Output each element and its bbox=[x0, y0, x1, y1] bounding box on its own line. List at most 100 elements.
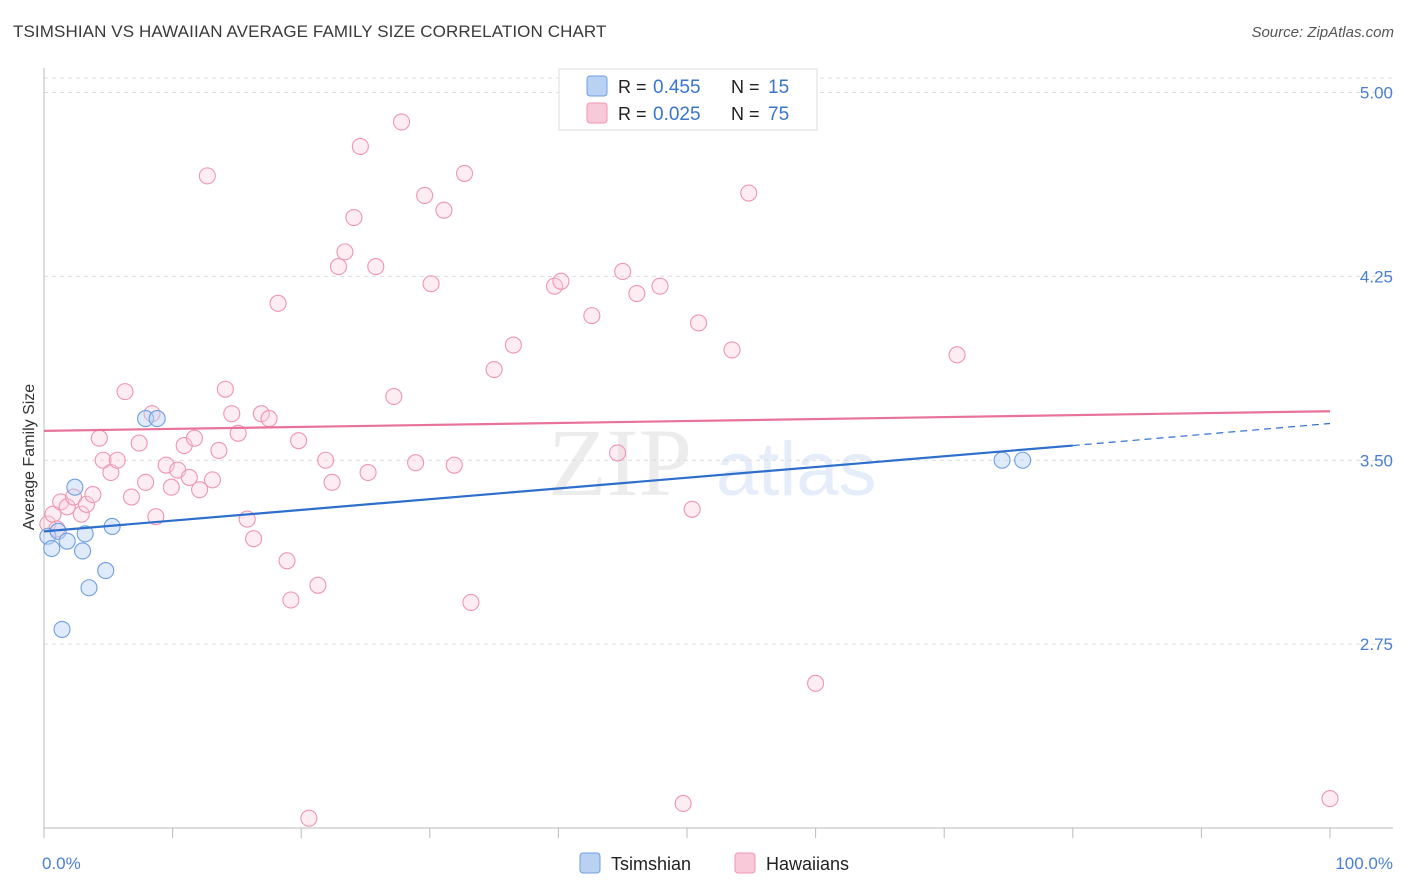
hawaiian-point-27 bbox=[203, 471, 222, 489]
hawaiian-point-59 bbox=[485, 360, 503, 379]
hawaiian-point-58 bbox=[462, 593, 480, 612]
hawaiian-point-29 bbox=[216, 380, 234, 398]
y-tick-label-0: 2.75 bbox=[1360, 635, 1393, 654]
hawaiian-point-69 bbox=[683, 500, 701, 518]
hawaiian-point-20 bbox=[162, 478, 180, 496]
hawaiian-point-28 bbox=[210, 441, 228, 460]
tsimshian-point-3 bbox=[53, 620, 71, 638]
hawaiian-point-25 bbox=[191, 481, 209, 499]
hawaiian-point-68 bbox=[674, 794, 692, 813]
hawaiian-point-24 bbox=[185, 429, 204, 447]
hawaiian-point-45 bbox=[336, 243, 354, 261]
tsimshian-point-11 bbox=[137, 410, 155, 428]
hawaiian-point-35 bbox=[260, 410, 278, 428]
hawaiian-point-60 bbox=[504, 336, 522, 354]
hawaiian-point-50 bbox=[385, 387, 403, 406]
tsimshian-point-4 bbox=[58, 532, 76, 550]
tsimshian-trend-extension bbox=[1072, 422, 1331, 447]
y-tick-labels: 2.75 3.50 4.25 5.00 bbox=[1360, 84, 1393, 655]
hawaiian-point-33 bbox=[245, 530, 263, 548]
hawaiian-point-23 bbox=[180, 468, 198, 486]
hawaiian-point-46 bbox=[345, 208, 363, 227]
x-tick-label-max: 100.0% bbox=[1335, 854, 1393, 873]
hawaiian-trend-line bbox=[43, 410, 1331, 432]
bottom-legend: Tsimshian Hawaiians bbox=[579, 852, 849, 874]
x-axis-ticks bbox=[43, 828, 1331, 838]
legend-r-value-2: 0.025 bbox=[653, 104, 701, 125]
hawaiian-point-10 bbox=[94, 451, 112, 469]
hawaiian-point-49 bbox=[367, 258, 385, 276]
hawaiian-point-13 bbox=[116, 383, 134, 401]
legend-swatch-hawaiian bbox=[586, 102, 608, 124]
hawaiian-point-67 bbox=[651, 277, 669, 295]
legend-n-value-1: 15 bbox=[768, 77, 789, 98]
tsimshian-point-9 bbox=[97, 562, 115, 580]
hawaiian-point-65 bbox=[614, 262, 632, 281]
hawaiian-point-44 bbox=[329, 258, 348, 276]
hawaiian-point-41 bbox=[309, 576, 327, 594]
legend-n-label-1: N = bbox=[731, 77, 760, 97]
hawaiian-point-37 bbox=[278, 552, 296, 570]
hawaiian-point-43 bbox=[323, 473, 341, 491]
hawaiian-point-16 bbox=[137, 473, 155, 491]
tsimshian-point-7 bbox=[76, 525, 94, 543]
hawaiian-point-15 bbox=[130, 434, 148, 452]
tsimshian-point-8 bbox=[80, 579, 98, 597]
hawaiian-point-51 bbox=[392, 113, 411, 131]
hawaiian-point-26 bbox=[198, 167, 216, 185]
hawaiian-point-64 bbox=[609, 444, 627, 462]
y-tick-label-1: 3.50 bbox=[1360, 451, 1393, 470]
hawaiian-point-48 bbox=[359, 463, 377, 482]
bottom-legend-swatch-tsimshian bbox=[579, 852, 601, 874]
hawaiian-point-54 bbox=[422, 275, 440, 293]
x-tick-label-min: 0.0% bbox=[42, 854, 81, 873]
legend-swatch-tsimshian bbox=[586, 75, 608, 97]
y-axis-label: Average Family Size bbox=[21, 384, 38, 531]
tsimshian-trend-line bbox=[43, 444, 1073, 533]
hawaiian-point-63 bbox=[583, 307, 601, 325]
tsimshian-point-13 bbox=[993, 451, 1011, 469]
trend-lines bbox=[43, 410, 1331, 533]
tsimshian-point-1 bbox=[43, 539, 61, 558]
hawaiian-point-36 bbox=[269, 294, 287, 312]
hawaiian-point-6 bbox=[72, 505, 90, 523]
hawaiian-point-8 bbox=[84, 486, 102, 504]
legend-r-label-1: R = bbox=[618, 77, 647, 97]
tsimshian-point-14 bbox=[1014, 451, 1032, 469]
tsimshian-point-6 bbox=[74, 542, 92, 560]
watermark: ZIP atlas bbox=[548, 409, 877, 516]
hawaiian-point-57 bbox=[455, 164, 474, 182]
hawaiian-point-47 bbox=[351, 137, 369, 156]
legend: R = 0.455 N = 15 R = 0.025 N = 75 bbox=[558, 68, 818, 131]
source-label: Source: ZipAtlas.com bbox=[1251, 24, 1394, 41]
bottom-legend-label-hawaiian: Hawaiians bbox=[766, 854, 849, 874]
legend-n-label-2: N = bbox=[731, 104, 760, 124]
bottom-legend-swatch-hawaiian bbox=[734, 852, 756, 874]
tsimshian-point-5 bbox=[66, 478, 84, 496]
y-tick-label-2: 4.25 bbox=[1360, 267, 1393, 286]
hawaiian-point-39 bbox=[290, 432, 308, 450]
tsimshian-point-12 bbox=[148, 410, 166, 428]
hawaiian-point-55 bbox=[435, 201, 453, 219]
legend-n-value-2: 75 bbox=[768, 104, 789, 125]
hawaiian-point-7 bbox=[77, 495, 95, 513]
legend-r-label-2: R = bbox=[618, 104, 647, 124]
hawaiian-point-40 bbox=[300, 809, 318, 827]
hawaiian-point-14 bbox=[122, 488, 140, 506]
y-tick-label-3: 5.00 bbox=[1360, 84, 1393, 103]
watermark-zip: ZIP bbox=[548, 409, 692, 516]
hawaiian-point-75 bbox=[1321, 790, 1339, 808]
hawaiian-point-71 bbox=[723, 341, 741, 359]
hawaiian-point-12 bbox=[108, 451, 126, 469]
hawaiian-point-70 bbox=[690, 314, 708, 332]
hawaiian-point-66 bbox=[628, 284, 646, 303]
bottom-legend-label-tsimshian: Tsimshian bbox=[611, 854, 691, 874]
chart-title: TSIMSHIAN VS HAWAIIAN AVERAGE FAMILY SIZ… bbox=[13, 22, 607, 41]
hawaiian-point-72 bbox=[740, 184, 758, 202]
hawaiian-point-62 bbox=[552, 272, 570, 290]
hawaiian-point-53 bbox=[416, 186, 434, 205]
hawaiian-point-30 bbox=[223, 405, 241, 423]
hawaiian-point-38 bbox=[282, 591, 300, 609]
hawaiian-point-52 bbox=[407, 454, 425, 472]
